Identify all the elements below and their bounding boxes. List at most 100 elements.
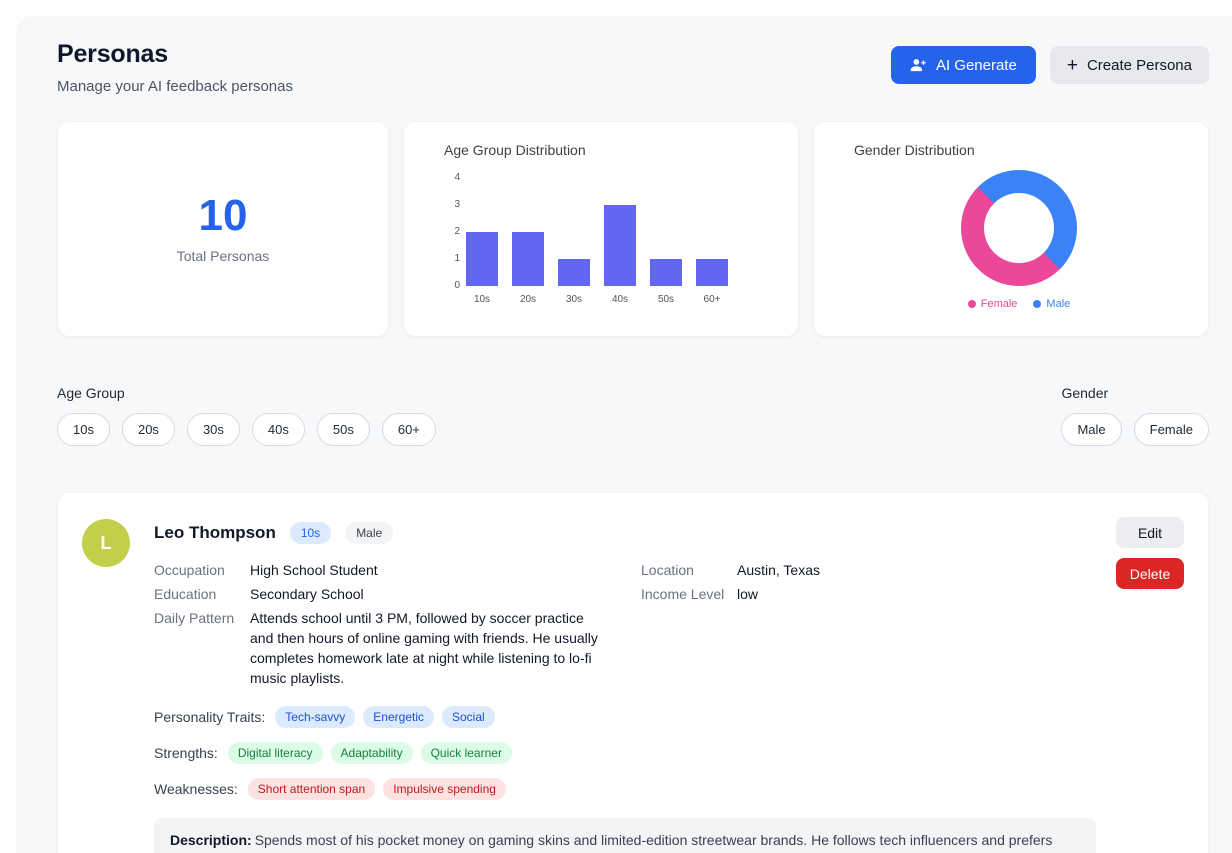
- x-axis-label: 50s: [657, 294, 675, 305]
- age-distribution-card: Age Group Distribution 0 1 2 3 4 10s 20s 30s 40…: [403, 121, 799, 337]
- weakness-badge: Short attention span: [247, 778, 376, 800]
- weaknesses-label: Weaknesses:: [154, 781, 238, 797]
- field-value: low: [737, 586, 759, 602]
- age-bar-10s: [466, 232, 498, 286]
- field-row: Location Austin, Texas: [641, 560, 820, 580]
- avatar: L: [82, 519, 130, 567]
- gender-pills: Male Female: [1061, 413, 1209, 446]
- total-personas-label: Total Personas: [176, 248, 270, 264]
- legend-label-female: Female: [980, 298, 1018, 310]
- age-filter-30s[interactable]: 30s: [186, 413, 240, 446]
- gender-chart-title: Gender Distribution: [854, 142, 975, 158]
- field-label: Education: [154, 586, 217, 602]
- page-title: Personas: [57, 40, 168, 68]
- page-title-block: Personas Manage your AI feedback persona…: [57, 40, 293, 95]
- age-group-filter-label: Age Group: [57, 385, 125, 401]
- age-filter-10s[interactable]: 10s: [57, 413, 110, 446]
- strength-badge: Adaptability: [330, 742, 413, 764]
- field-value: Secondary School: [250, 586, 364, 602]
- x-axis-label: 40s: [611, 294, 629, 305]
- persona-card: L Leo Thompson 10s Male Occupation High S…: [57, 492, 1209, 853]
- persona-actions: Edit Delete: [1116, 517, 1184, 589]
- persona-fields-right: Location Austin, Texas Income Level low: [641, 560, 820, 692]
- edit-button[interactable]: Edit: [1116, 517, 1184, 548]
- age-bar-60+: [696, 259, 728, 286]
- field-label: Location: [641, 562, 694, 578]
- x-axis-label: 10s: [473, 294, 491, 305]
- field-row: Income Level low: [641, 584, 820, 604]
- persona-main: Leo Thompson 10s Male Occupation High Sch…: [154, 519, 1096, 853]
- field-label: Income Level: [641, 586, 725, 602]
- gender-filter-female[interactable]: Female: [1133, 413, 1209, 446]
- field-row: Occupation High School Student: [154, 560, 605, 580]
- weakness-badge: Impulsive spending: [383, 778, 506, 800]
- y-axis-tick: 2: [454, 226, 460, 237]
- trait-badge: Tech-savvy: [275, 706, 356, 728]
- x-axis-label: 20s: [519, 294, 537, 305]
- traits-row: Personality Traits: Tech-savvy Energetic S…: [154, 706, 1096, 728]
- y-axis-tick: 0: [454, 280, 460, 291]
- age-group-pills: 10s 20s 30s 40s 50s 60+: [57, 413, 436, 446]
- persona-body: L Leo Thompson 10s Male Occupation High S…: [82, 519, 1184, 853]
- description-label: Description:: [170, 832, 252, 848]
- male-dot-icon: [1033, 300, 1042, 308]
- persona-name: Leo Thompson: [154, 523, 276, 542]
- strength-badge: Quick learner: [420, 742, 512, 764]
- ai-generate-button[interactable]: AI Generate: [890, 46, 1036, 84]
- bar-series: [466, 205, 728, 286]
- x-axis-label: 60+: [703, 294, 721, 305]
- total-personas-value: 10: [198, 191, 248, 240]
- age-bar-30s: [558, 259, 590, 286]
- strength-badge: Digital literacy: [227, 742, 323, 764]
- filters-row: Age Group 10s 20s 30s 40s 50s 60+ Gender Male…: [57, 385, 1209, 446]
- legend-label-male: Male: [1046, 298, 1071, 310]
- gender-legend: Female Male: [854, 298, 1184, 310]
- age-bar-40s: [604, 205, 636, 286]
- traits-badges: Tech-savvy Energetic Social: [275, 706, 495, 728]
- gender-donut: [961, 170, 1077, 286]
- female-dot-icon: [967, 300, 976, 308]
- age-group-filter: Age Group 10s 20s 30s 40s 50s 60+: [57, 385, 436, 446]
- persona-name-row: Leo Thompson 10s Male: [154, 522, 1096, 544]
- persona-fields: Occupation High School Student Education Se…: [154, 560, 1096, 692]
- persona-description: Description: Spends most of his pocket mo…: [154, 818, 1096, 853]
- strengths-badges: Digital literacy Adaptability Quick learne…: [227, 742, 512, 764]
- field-row: Daily Pattern Attends school until 3 PM, …: [154, 608, 605, 688]
- age-chart-xlabels: 10s 20s 30s 40s 50s 60+: [466, 294, 774, 305]
- age-chart: 0 1 2 3 4 10s 20s 30s 40s 50s 60+: [444, 172, 774, 305]
- gender-filter: Gender Male Female: [1061, 385, 1209, 446]
- field-value: Attends school until 3 PM, followed by s…: [250, 610, 598, 686]
- plus-icon: +: [1066, 54, 1078, 76]
- field-label: Occupation: [154, 562, 225, 578]
- age-filter-20s[interactable]: 20s: [121, 413, 175, 446]
- field-row: Education Secondary School: [154, 584, 605, 604]
- field-label: Daily Pattern: [154, 610, 235, 626]
- age-filter-50s[interactable]: 50s: [316, 413, 370, 446]
- age-filter-60+[interactable]: 60+: [381, 413, 436, 446]
- y-axis-tick: 1: [454, 253, 460, 264]
- page-subtitle: Manage your AI feedback personas: [57, 78, 293, 95]
- weaknesses-row: Weaknesses: Short attention span Impulsiv…: [154, 778, 1096, 800]
- persona-fields-left: Occupation High School Student Education Se…: [154, 560, 605, 692]
- traits-label: Personality Traits:: [154, 709, 266, 725]
- x-axis-label: 30s: [565, 294, 583, 305]
- legend-item-male: Male: [1033, 298, 1070, 310]
- create-persona-button[interactable]: + Create Persona: [1049, 46, 1209, 84]
- trait-badge: Social: [442, 706, 495, 728]
- age-chart-plot: 0 1 2 3 4: [454, 172, 728, 291]
- gender-filter-label: Gender: [1061, 385, 1109, 401]
- description-text: Spends most of his pocket money on gamin…: [254, 832, 1053, 848]
- gender-badge: Male: [345, 522, 394, 544]
- delete-button[interactable]: Delete: [1116, 558, 1184, 589]
- legend-item-female: Female: [967, 298, 1018, 310]
- field-value: Austin, Texas: [737, 562, 821, 578]
- age-chart-title: Age Group Distribution: [444, 142, 586, 158]
- y-axis-tick: 3: [454, 199, 460, 210]
- user-plus-icon: [910, 57, 927, 74]
- age-bar-50s: [650, 259, 682, 286]
- gender-filter-male[interactable]: Male: [1061, 413, 1122, 446]
- age-filter-40s[interactable]: 40s: [251, 413, 305, 446]
- field-value: High School Student: [250, 562, 378, 578]
- strengths-label: Strengths:: [154, 745, 218, 761]
- summary-cards-row: 10 Total Personas Age Group Distribution…: [57, 121, 1209, 337]
